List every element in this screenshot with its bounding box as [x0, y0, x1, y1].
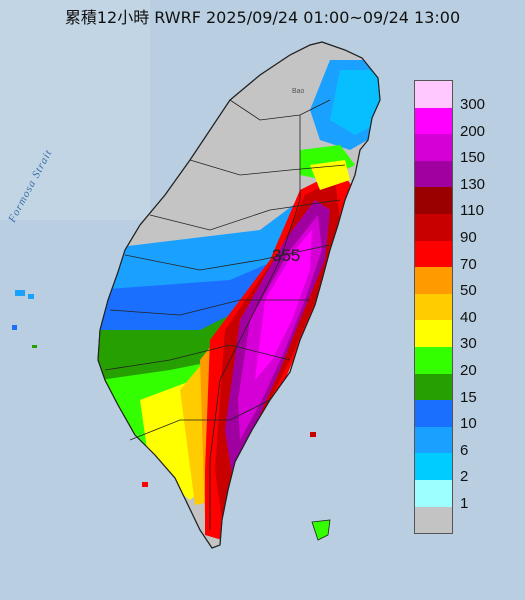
legend-swatch [415, 240, 452, 268]
place-label: Bao [292, 88, 305, 95]
legend-label: 20 [460, 362, 477, 379]
legend-label: 2 [460, 468, 469, 486]
legend-label: 150 [460, 149, 486, 167]
legend-label: 40 [460, 308, 477, 326]
legend-swatch [415, 107, 452, 135]
legend-swatch [415, 506, 452, 534]
legend-label: 50 [460, 282, 477, 300]
legend-label: 90 [460, 229, 477, 246]
legend-swatch [415, 81, 452, 108]
legend-swatch [415, 187, 452, 214]
map-title: 累積12小時 RWRF 2025/09/24 01:00~09/24 13:00 [64, 8, 461, 27]
legend-label: 1 [460, 495, 469, 512]
legend-swatch [415, 426, 452, 454]
legend-swatch [415, 346, 452, 374]
legend-swatch [415, 293, 452, 321]
legend-label: 300 [460, 96, 486, 113]
legend-swatch [415, 160, 452, 188]
legend-label: 10 [460, 415, 477, 433]
legend-swatch [415, 134, 452, 161]
legend-label: 110 [460, 202, 484, 220]
legend-swatch [415, 453, 452, 480]
max-value-label: 355 [272, 246, 301, 265]
legend-label: 6 [460, 441, 469, 459]
legend-swatch [415, 320, 452, 347]
legend-swatch [415, 213, 452, 241]
legend-swatch [415, 267, 452, 294]
color-legend [414, 80, 453, 535]
legend-swatch [415, 400, 452, 427]
legend-label: 15 [460, 388, 477, 406]
legend-label: 130 [460, 175, 486, 193]
legend-swatch [415, 479, 452, 507]
legend-label: 200 [460, 122, 486, 140]
legend-label: 70 [460, 255, 477, 273]
legend-label: 30 [460, 335, 477, 353]
legend-swatch [415, 373, 452, 401]
